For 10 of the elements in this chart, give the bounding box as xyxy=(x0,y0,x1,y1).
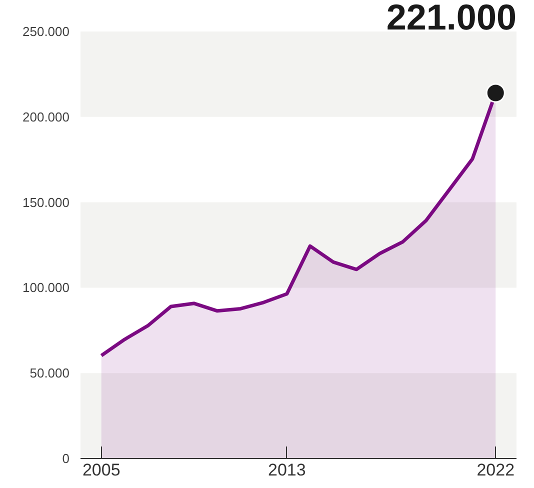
y-tick-label: 0 xyxy=(62,451,70,466)
y-tick-label: 100.000 xyxy=(22,280,70,296)
y-tick-label: 50.000 xyxy=(30,366,70,381)
y-tick-label: 150.000 xyxy=(22,194,70,210)
x-tick-label: 2013 xyxy=(268,460,306,480)
y-tick-label: 200.000 xyxy=(22,109,70,124)
annotation: 221.000 xyxy=(386,0,517,38)
x-tick-label: 2022 xyxy=(476,460,515,480)
x-tick-label: 2005 xyxy=(82,460,120,480)
y-tick-label: 250.000 xyxy=(22,24,70,39)
